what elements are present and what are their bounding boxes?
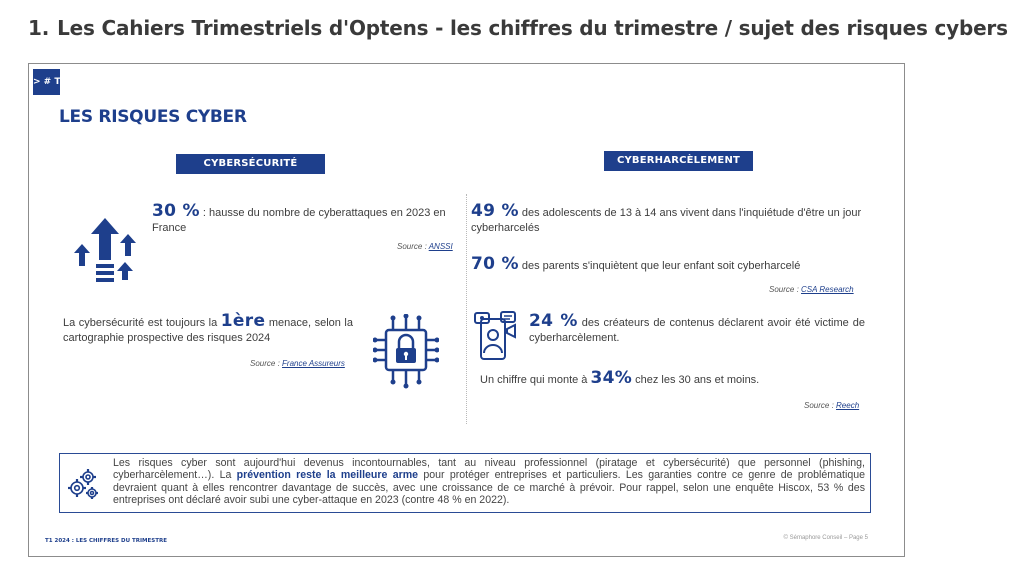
harc-stat-3: 24 % des créateurs de contenus déclarent… (529, 311, 865, 346)
harc-stat-3-text: des créateurs de contenus déclarent avoi… (529, 317, 865, 344)
cyber-stat-1: 30 % : hausse du nombre de cyberattaques… (152, 201, 458, 236)
summary-box: Les risques cyber sont aujourd'hui deven… (59, 453, 871, 513)
gears-icon (68, 469, 98, 499)
heading-number: 1. (28, 16, 50, 40)
source-reech: Source : Reech (804, 401, 859, 410)
heading-text: Les Cahiers Trimestriels d'Optens - les … (57, 16, 1008, 40)
harc-stat-1-text: des adolescents de 13 à 14 ans vivent da… (471, 207, 862, 234)
source-link-anssi[interactable]: ANSSI (428, 242, 453, 251)
source-prefix: Source : (804, 401, 837, 410)
harc-stat-4-after: chez les 30 ans et moins. (632, 374, 760, 386)
cyber-stat-1-text: : hausse du nombre de cyberattaques en 2… (152, 207, 446, 234)
source-prefix: Source : (397, 242, 429, 251)
slide-title: LES RISQUES CYBER (59, 107, 247, 127)
summary-part-1: Les risques cyber sont aujourd'hui deven… (113, 457, 865, 482)
summary-part-2: pour protéger entreprises et particulier… (113, 469, 865, 507)
slide-tag: > # T (33, 69, 61, 95)
source-prefix: Source : (250, 359, 283, 368)
footer-right: © Sémaphore Conseil – Page 5 (783, 535, 868, 541)
source-link-france-assureurs[interactable]: France Assureurs (282, 359, 345, 368)
cyber-stat-1-value: 30 % (152, 201, 200, 221)
slide: > # T LES RISQUES CYBER CYBERSÉCURITÉ 30… (28, 63, 905, 557)
cyber-stat-2-value: 1ère (220, 311, 266, 331)
source-link-reech[interactable]: Reech (836, 401, 860, 410)
cyberharcelement-pill: CYBERHARCÈLEMENT (604, 151, 753, 171)
phone-harassment-icon (474, 311, 516, 360)
harc-stat-1: 49 % des adolescents de 13 à 14 ans vive… (471, 201, 867, 236)
source-france-assureurs: Source : France Assureurs (250, 359, 345, 368)
harc-stat-2: 70 % des parents s'inquiètent que leur e… (471, 254, 867, 274)
source-prefix: Source : (769, 285, 802, 294)
cybersecurite-pill: CYBERSÉCURITÉ (176, 154, 325, 174)
source-csa-research: Source : CSA Research (769, 285, 854, 294)
harc-stat-1-value: 49 % (471, 201, 519, 221)
harc-stat-3-value: 24 % (529, 311, 578, 331)
harc-stat-4: Un chiffre qui monte à 34% chez les 30 a… (480, 368, 866, 388)
harc-stat-4-value: 34% (590, 368, 633, 388)
source-link-csa-research[interactable]: CSA Research (801, 285, 854, 294)
harc-stat-2-value: 70 % (471, 254, 519, 274)
cyber-stat-2-before: La cybersécurité est toujours la (63, 317, 221, 329)
source-anssi: Source : ANSSI (397, 242, 453, 251)
column-divider (466, 194, 467, 424)
footer-left: T1 2024 : LES CHIFFRES DU TRIMESTRE (45, 538, 167, 544)
rising-arrows-icon (74, 218, 136, 282)
page-heading: 1. Les Cahiers Trimestriels d'Optens - le… (28, 16, 1008, 40)
cyber-stat-2: La cybersécurité est toujours la 1ère me… (63, 311, 353, 346)
harc-stat-2-text: des parents s'inquiètent que leur enfant… (518, 260, 801, 272)
summary-text: Les risques cyber sont aujourd'hui deven… (113, 457, 865, 507)
cyber-stat-2-after: menace, selon la cartographie prospectiv… (63, 317, 353, 344)
harc-stat-4-before: Un chiffre qui monte à (480, 374, 591, 386)
summary-bold: prévention reste la meilleure arme (236, 469, 419, 482)
circuit-lock-icon (373, 314, 439, 389)
